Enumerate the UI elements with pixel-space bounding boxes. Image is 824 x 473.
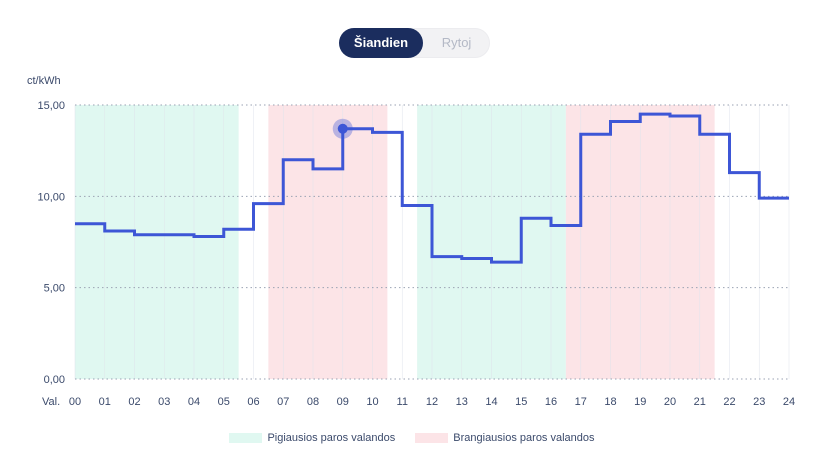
today-tab[interactable]: Šiandien — [339, 28, 423, 58]
x-tick-label: 14 — [485, 396, 497, 408]
day-toggle: Šiandien Rytoj — [339, 28, 490, 58]
tomorrow-tab[interactable]: Rytoj — [441, 35, 472, 50]
y-tick-label: 5,00 — [44, 283, 65, 295]
x-tick-label: 08 — [307, 396, 319, 408]
x-tick-label: 00 — [69, 396, 81, 408]
axis-layer: 0,00 5,00 10,00 15,00 ct/kWh Val. 00 01 02 03 04 05… — [27, 75, 795, 408]
x-tick-label: 05 — [218, 396, 230, 408]
legend-swatch-cheap — [229, 433, 263, 443]
highlight-point — [337, 123, 348, 134]
x-tick-label: 23 — [753, 396, 765, 408]
y-tick-label: 15,00 — [37, 100, 65, 112]
legend-label-expensive: Brangiausios paros valandos — [453, 432, 595, 444]
y-tick-label: 10,00 — [37, 191, 65, 203]
x-tick-label: 21 — [694, 396, 706, 408]
legend-swatch-expensive — [415, 433, 449, 443]
x-tick-label: 10 — [366, 396, 378, 408]
price-step-line — [75, 112, 789, 264]
x-tick-label: 18 — [604, 396, 616, 408]
x-tick-label: 17 — [575, 396, 587, 408]
x-tick-label: 20 — [664, 396, 676, 408]
x-axis-label: Val. — [42, 396, 60, 408]
x-tick-label: 16 — [545, 396, 557, 408]
x-tick-label: 19 — [634, 396, 646, 408]
x-tick-label: 15 — [515, 396, 527, 408]
zone-expensive — [268, 105, 388, 379]
legend-item-cheap: Pigiausios paros valandos — [229, 432, 395, 444]
x-tick-label: 11 — [397, 396, 408, 408]
x-tick-label: 13 — [456, 396, 468, 408]
legend-item-expensive: Brangiausios paros valandos — [415, 432, 595, 444]
x-tick-label: 12 — [426, 396, 438, 408]
x-tick-label: 02 — [128, 396, 140, 408]
x-tick-label: 06 — [247, 396, 259, 408]
x-tick-label: 07 — [277, 396, 289, 408]
y-tick-label: 0,00 — [44, 374, 65, 386]
line-layer — [75, 112, 789, 264]
legend: Pigiausios paros valandos Brangiausios p… — [0, 432, 824, 444]
x-tick-label: 22 — [723, 396, 735, 408]
x-tick-label: 01 — [99, 396, 111, 408]
zones-layer — [75, 105, 715, 379]
x-tick-label: 24 — [783, 396, 795, 408]
x-tick-label: 03 — [158, 396, 170, 408]
x-tick-label: 09 — [337, 396, 349, 408]
y-unit-label: ct/kWh — [27, 75, 61, 87]
zone-cheap — [75, 105, 239, 379]
x-tick-label: 04 — [188, 396, 200, 408]
legend-label-cheap: Pigiausios paros valandos — [267, 432, 396, 444]
